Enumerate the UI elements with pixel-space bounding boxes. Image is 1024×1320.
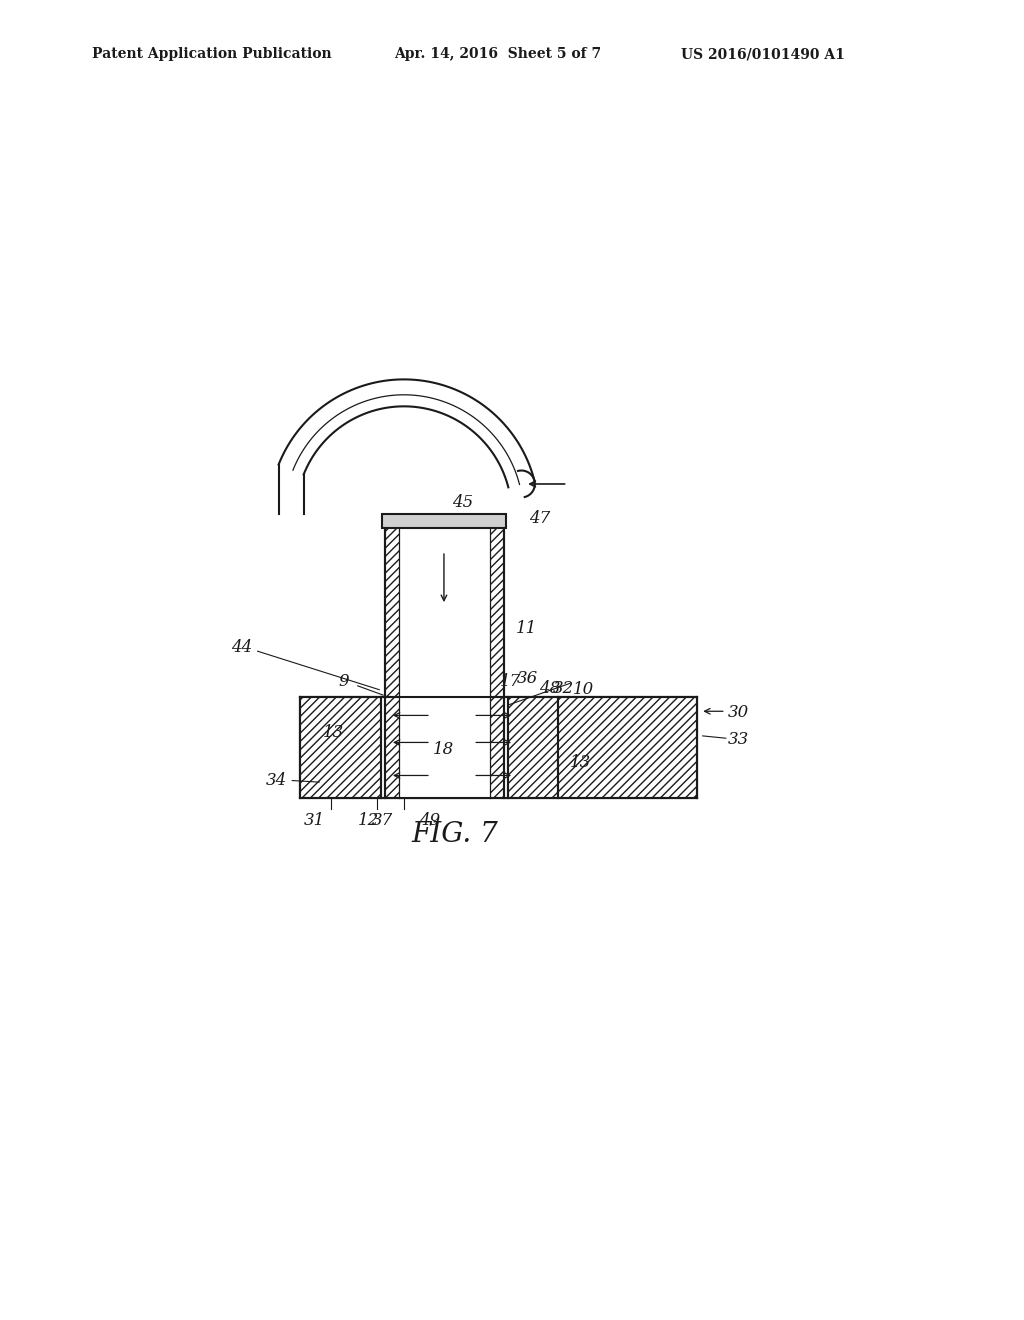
Text: 47: 47: [529, 510, 550, 527]
Text: 30: 30: [727, 705, 749, 721]
Text: 9: 9: [339, 673, 349, 690]
Text: 44: 44: [230, 639, 252, 656]
Text: 36: 36: [517, 669, 539, 686]
Bar: [398, 528, 490, 797]
Text: 49: 49: [419, 812, 440, 829]
Text: 18: 18: [432, 741, 454, 758]
Bar: [300, 697, 381, 797]
Text: 10: 10: [573, 681, 595, 698]
Text: 45: 45: [452, 494, 473, 511]
Text: 11: 11: [515, 619, 537, 636]
Text: FIG. 7: FIG. 7: [412, 821, 499, 849]
Bar: [385, 528, 398, 797]
Bar: [381, 697, 508, 797]
Bar: [490, 528, 504, 797]
Text: 12: 12: [357, 812, 379, 829]
Text: US 2016/0101490 A1: US 2016/0101490 A1: [681, 48, 845, 61]
Text: 13: 13: [569, 754, 591, 771]
Text: 33: 33: [727, 731, 749, 748]
Bar: [382, 513, 506, 528]
Text: 37: 37: [372, 812, 393, 829]
Text: 13: 13: [323, 723, 344, 741]
Bar: [300, 697, 696, 797]
Text: Patent Application Publication: Patent Application Publication: [92, 48, 332, 61]
Text: Apr. 14, 2016  Sheet 5 of 7: Apr. 14, 2016 Sheet 5 of 7: [394, 48, 601, 61]
Text: 31: 31: [304, 812, 325, 829]
Text: 34: 34: [265, 772, 287, 789]
Text: 17: 17: [500, 673, 521, 690]
Text: 48: 48: [539, 680, 560, 697]
Bar: [508, 697, 558, 797]
Bar: [558, 697, 696, 797]
Text: 32: 32: [553, 680, 573, 697]
